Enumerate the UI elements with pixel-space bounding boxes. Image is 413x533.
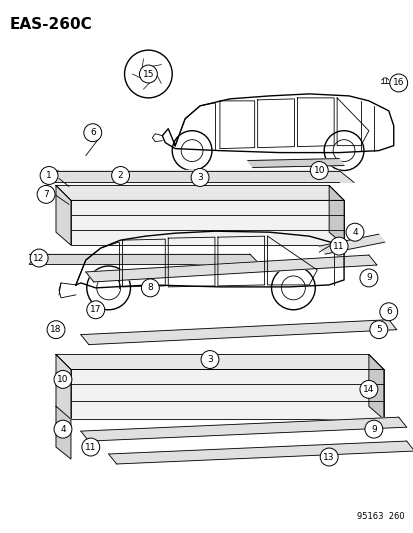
Circle shape	[37, 185, 55, 203]
Text: 9: 9	[370, 425, 376, 434]
Text: 1: 1	[46, 171, 52, 180]
Text: 16: 16	[392, 78, 404, 87]
Text: 18: 18	[50, 325, 62, 334]
Circle shape	[323, 131, 363, 171]
Text: 6: 6	[90, 128, 95, 137]
Circle shape	[330, 237, 347, 255]
Text: 4: 4	[351, 228, 357, 237]
Circle shape	[201, 351, 218, 368]
Polygon shape	[85, 255, 376, 282]
Circle shape	[139, 65, 157, 83]
Text: 3: 3	[197, 173, 202, 182]
Circle shape	[310, 161, 328, 180]
Circle shape	[87, 266, 130, 310]
Polygon shape	[71, 369, 383, 419]
Text: 4: 4	[60, 425, 66, 434]
Text: 10: 10	[313, 166, 324, 175]
Circle shape	[359, 381, 377, 398]
Text: 2: 2	[117, 171, 123, 180]
Polygon shape	[56, 406, 71, 459]
Text: 11: 11	[332, 241, 344, 251]
Circle shape	[83, 124, 102, 142]
Text: 11: 11	[85, 442, 96, 451]
Text: EAS-260C: EAS-260C	[9, 17, 92, 33]
Polygon shape	[328, 185, 343, 245]
Circle shape	[359, 269, 377, 287]
Polygon shape	[56, 354, 71, 419]
Circle shape	[82, 438, 100, 456]
Text: 9: 9	[365, 273, 371, 282]
Text: 17: 17	[90, 305, 101, 314]
Text: 15: 15	[142, 69, 154, 78]
Circle shape	[40, 166, 58, 184]
Circle shape	[87, 301, 104, 319]
Text: 6: 6	[385, 307, 391, 316]
Circle shape	[112, 166, 129, 184]
Polygon shape	[81, 320, 396, 345]
Circle shape	[30, 249, 48, 267]
Circle shape	[141, 279, 159, 297]
Circle shape	[364, 420, 382, 438]
Text: 3: 3	[206, 355, 212, 364]
Polygon shape	[247, 158, 343, 167]
Circle shape	[54, 420, 72, 438]
Text: 10: 10	[57, 375, 69, 384]
Polygon shape	[56, 185, 343, 200]
Circle shape	[389, 74, 407, 92]
Text: 95163  260: 95163 260	[356, 512, 404, 521]
Circle shape	[54, 370, 72, 389]
Polygon shape	[71, 200, 343, 245]
Circle shape	[379, 303, 397, 321]
Circle shape	[124, 50, 172, 98]
Circle shape	[345, 223, 363, 241]
Polygon shape	[368, 354, 383, 419]
Polygon shape	[29, 254, 259, 264]
Circle shape	[369, 321, 387, 338]
Text: 7: 7	[43, 190, 49, 199]
Polygon shape	[81, 417, 406, 441]
Polygon shape	[56, 354, 383, 369]
Circle shape	[320, 448, 337, 466]
Text: 8: 8	[147, 284, 153, 293]
Circle shape	[191, 168, 209, 187]
Text: 13: 13	[323, 453, 334, 462]
Text: 5: 5	[375, 325, 381, 334]
Text: 14: 14	[362, 385, 374, 394]
Polygon shape	[108, 441, 413, 464]
Circle shape	[172, 131, 211, 171]
Circle shape	[271, 266, 315, 310]
Polygon shape	[43, 171, 353, 182]
Circle shape	[47, 321, 65, 338]
Polygon shape	[56, 185, 71, 245]
Polygon shape	[318, 234, 384, 254]
Text: 12: 12	[33, 254, 45, 263]
